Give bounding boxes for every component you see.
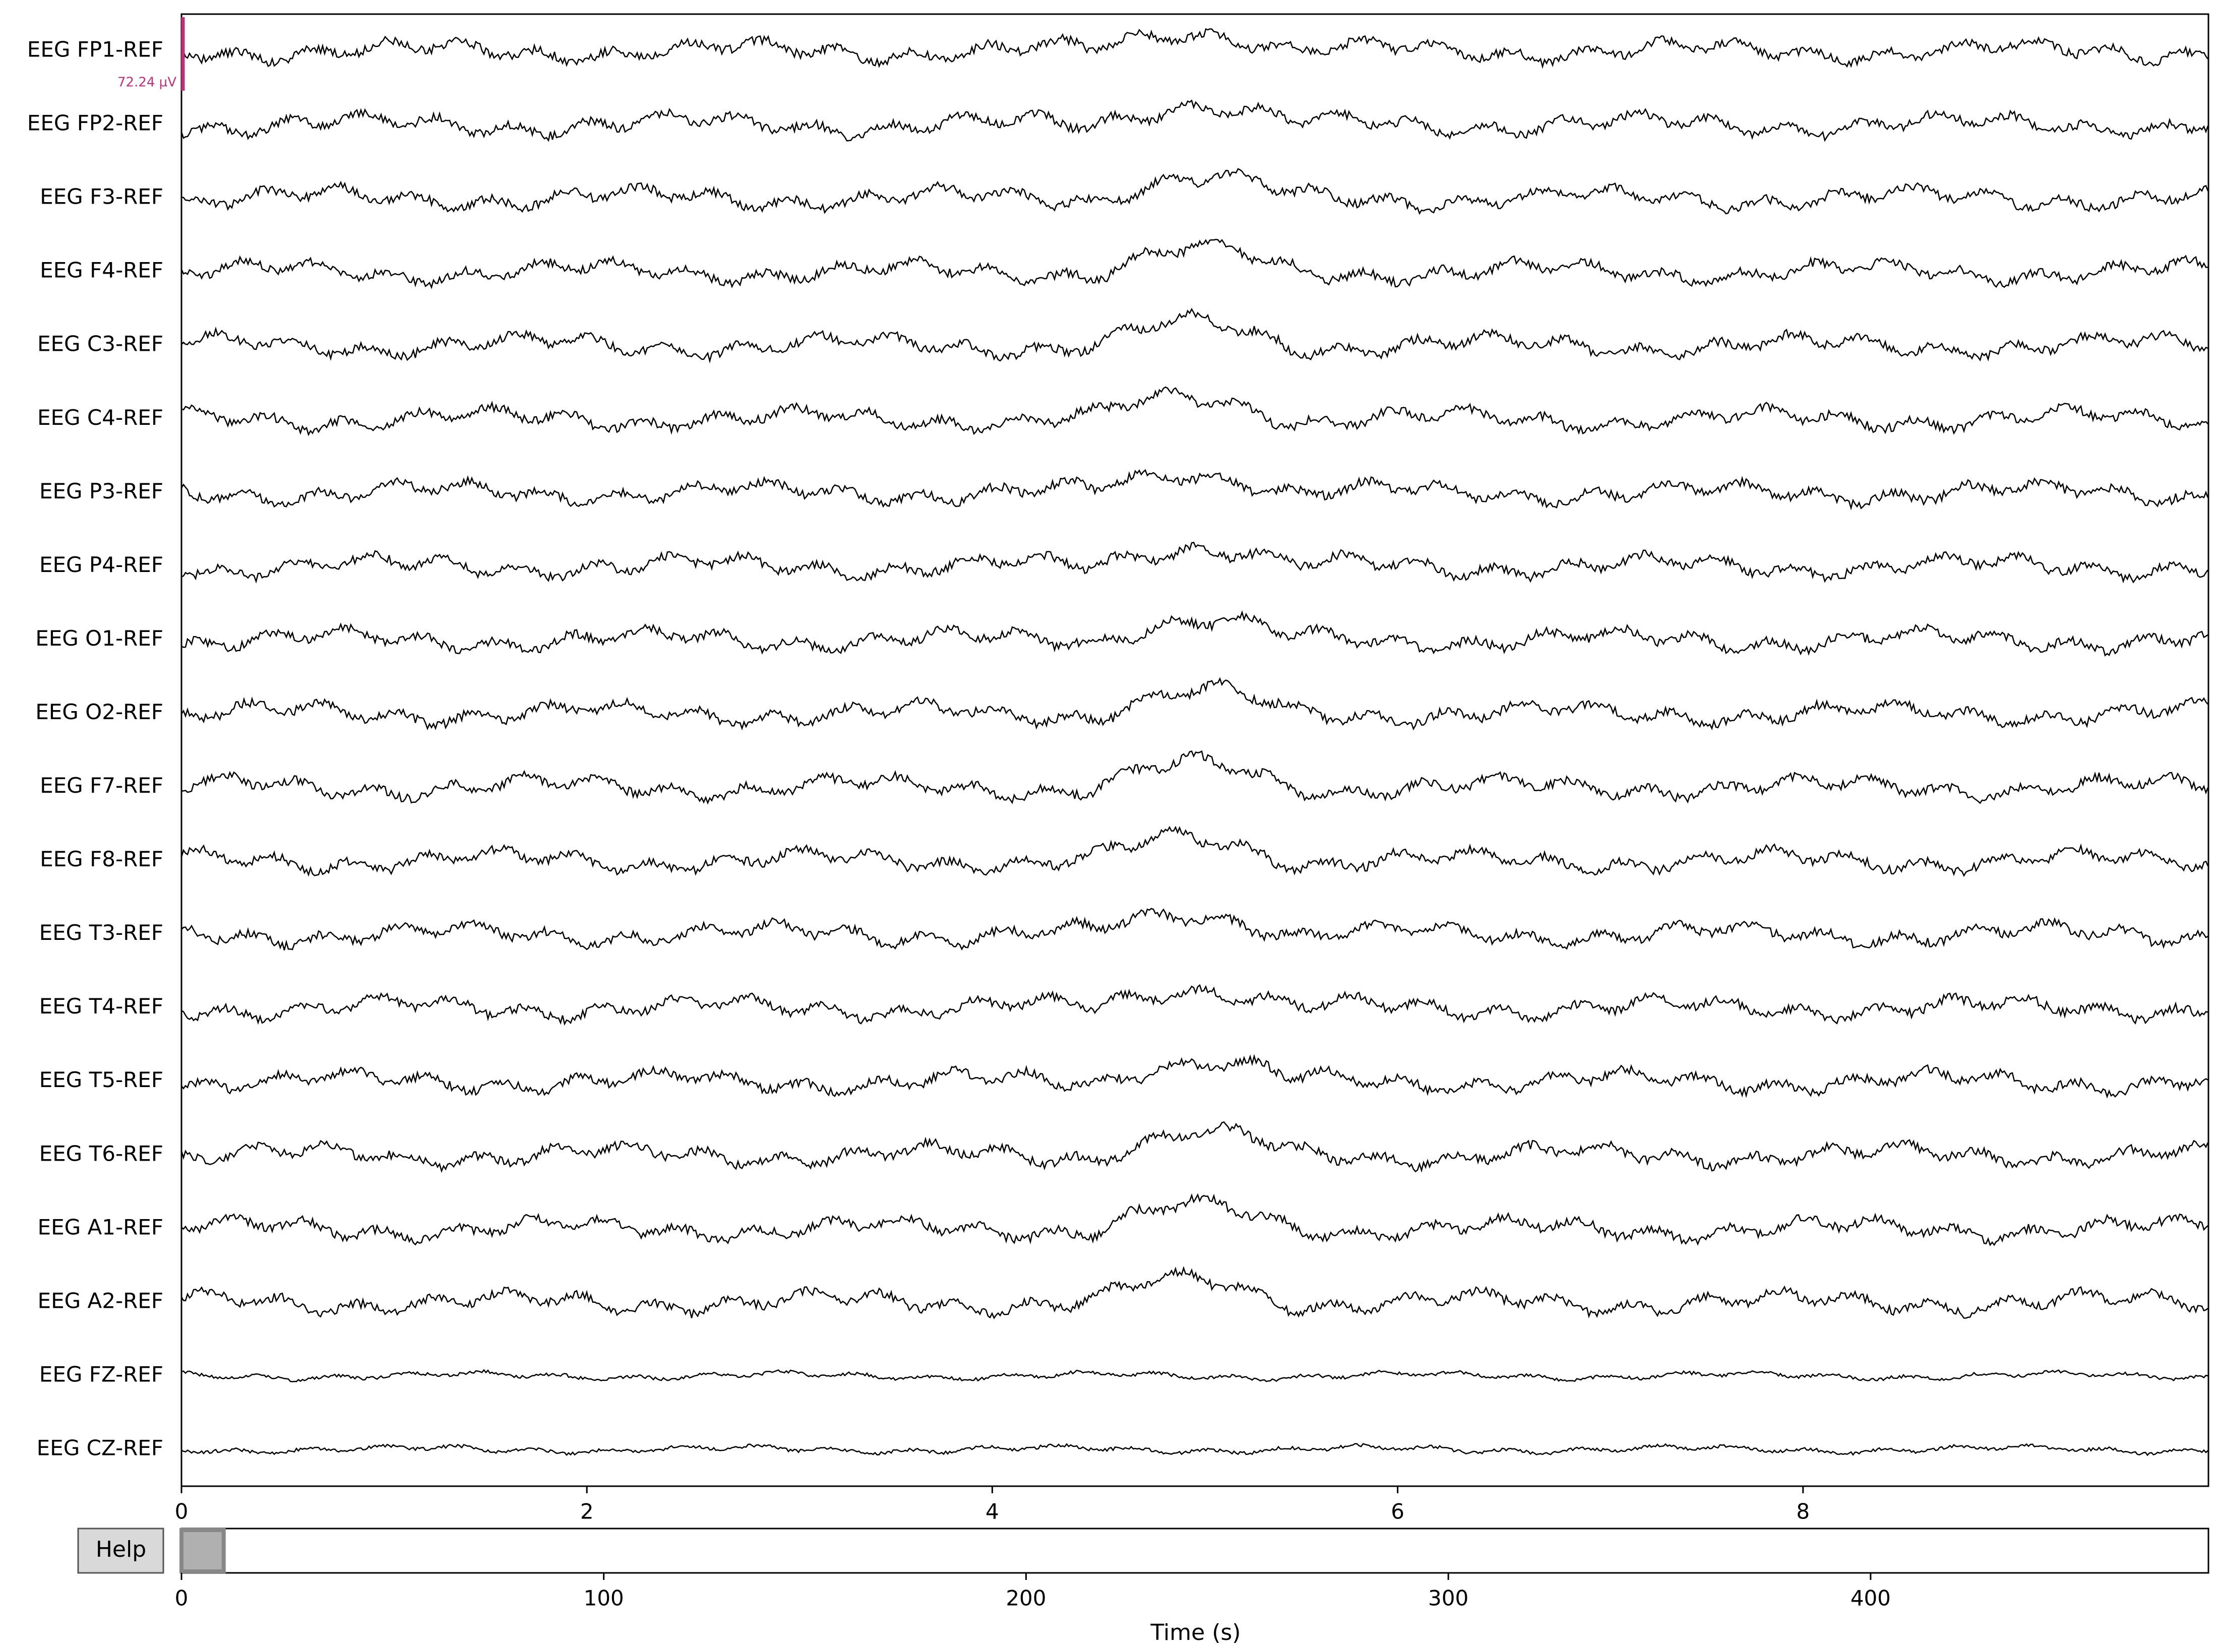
x-axis-label: Time (s)	[1150, 1620, 1241, 1645]
eeg-trace	[180, 1266, 2208, 1319]
scrollbar[interactable]	[180, 1528, 2209, 1574]
eeg-trace	[181, 610, 2208, 657]
x-tick-label: 0	[175, 1499, 189, 1524]
eeg-trace	[181, 1193, 2208, 1246]
channel-label: EEG A1-REF	[38, 1215, 163, 1239]
channel-label: EEG O2-REF	[35, 700, 163, 724]
channel-label: EEG P4-REF	[39, 552, 163, 577]
channel-label: EEG T6-REF	[39, 1141, 163, 1166]
scroll-window	[179, 1528, 226, 1573]
help-button[interactable]	[77, 1528, 164, 1574]
eeg-trace	[181, 386, 2208, 436]
eeg-trace	[181, 1369, 2208, 1382]
eeg-trace	[181, 541, 2208, 584]
channel-label: EEG F8-REF	[40, 847, 163, 871]
eeg-trace	[180, 469, 2209, 511]
channel-label: EEG FP1-REF	[27, 37, 163, 62]
eeg-trace	[181, 908, 2208, 951]
eeg-trace	[180, 238, 2208, 289]
scroll-tick-label: 0	[175, 1586, 189, 1611]
channel-label: EEG T5-REF	[39, 1067, 163, 1092]
channel-label: EEG F4-REF	[40, 258, 163, 283]
x-tick-label: 8	[1796, 1499, 1810, 1524]
scroll-tick-label: 200	[1006, 1586, 1046, 1611]
x-tick-label: 2	[580, 1499, 594, 1524]
channel-label: EEG C3-REF	[37, 332, 163, 356]
eeg-trace	[180, 677, 2208, 731]
traces	[180, 28, 2209, 1456]
eeg-trace	[180, 1121, 2209, 1173]
x-tick-label: 6	[1391, 1499, 1404, 1524]
channel-label: EEG O1-REF	[35, 626, 163, 651]
eeg-trace	[181, 1443, 2208, 1456]
channel-label: EEG A2-REF	[38, 1288, 163, 1313]
eeg-trace	[181, 984, 2208, 1026]
channel-label: EEG T3-REF	[39, 920, 163, 945]
channel-label: EEG CZ-REF	[37, 1436, 163, 1460]
channel-label: EEG C4-REF	[37, 405, 163, 430]
eeg-trace	[180, 99, 2209, 142]
eeg-trace	[180, 28, 2208, 69]
eeg-trace	[180, 825, 2209, 877]
scroll-tick-label: 400	[1851, 1586, 1891, 1611]
channel-label: EEG P3-REF	[39, 479, 163, 503]
scale-label: 72.24 µV	[117, 75, 176, 90]
channel-label: EEG FZ-REF	[39, 1362, 163, 1386]
channel-label: EEG FP2-REF	[27, 111, 163, 136]
x-tick-label: 4	[986, 1499, 999, 1524]
eeg-trace	[181, 307, 2208, 364]
channel-label: EEG T4-REF	[39, 994, 163, 1019]
eeg-trace	[181, 168, 2209, 215]
channel-label: EEG F3-REF	[40, 184, 163, 209]
scroll-tick-label: 300	[1428, 1586, 1468, 1611]
trace-axes	[180, 13, 2209, 1487]
scroll-tick-label: 100	[584, 1586, 624, 1611]
eeg-trace	[181, 1054, 2208, 1099]
channel-label: EEG F7-REF	[40, 773, 163, 798]
eeg-trace	[181, 750, 2209, 805]
help-label[interactable]: Help	[96, 1537, 146, 1562]
